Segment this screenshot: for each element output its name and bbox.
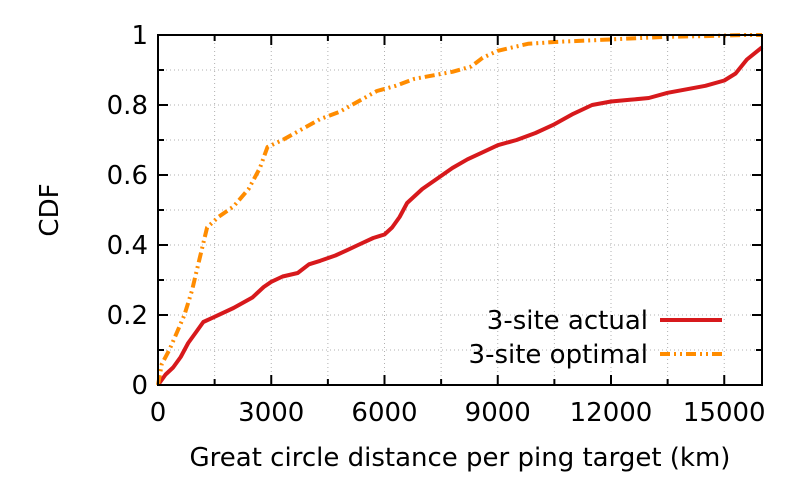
y-tick-label: 1 [131,21,148,51]
series-line-actual [156,45,764,387]
legend-label-actual: 3-site actual [487,306,648,336]
axis-ticks: 0 3000 6000 9000 12000 15000 0 0.2 0.4 0.6 0.8 1 [107,21,766,428]
x-tick-label: 12000 [570,398,653,428]
series-lines [156,33,764,387]
plot-frame [157,34,763,386]
series-line-optimal [156,33,762,386]
x-tick-label: 6000 [351,398,417,428]
x-tick-label: 15000 [683,398,766,428]
y-tick-label: 0.8 [107,91,148,121]
y-tick-label: 0.6 [107,161,148,191]
x-tick-label: 9000 [465,398,531,428]
y-tick-label: 0.4 [107,231,148,261]
x-tick-label: 0 [150,398,167,428]
legend: 3-site actual 3-site optimal [469,306,722,370]
y-tick-label: 0.2 [107,301,148,331]
x-tick-label: 3000 [238,398,304,428]
legend-label-optimal: 3-site optimal [469,340,648,370]
x-axis-label: Great circle distance per ping target (k… [190,443,731,473]
y-tick-label: 0 [131,371,148,401]
grid-lines [158,35,762,385]
y-axis-label: CDF [35,183,65,236]
